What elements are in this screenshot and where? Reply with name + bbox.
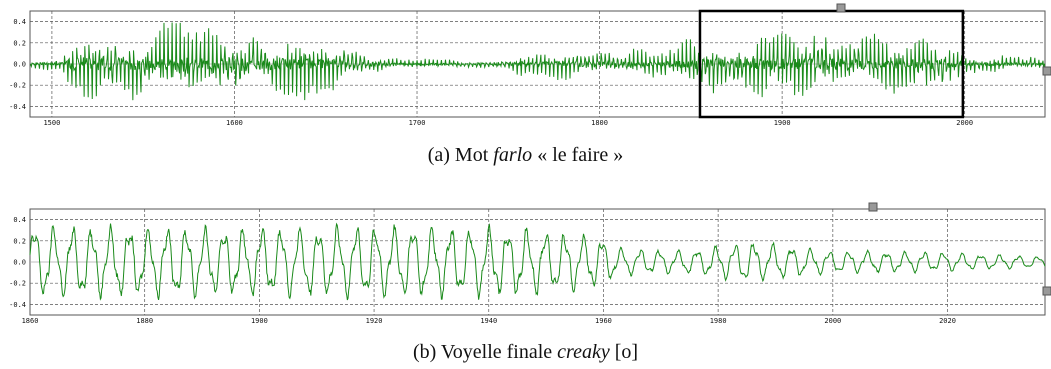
panel-b-y-tick-label: -0.2 — [9, 280, 26, 288]
panel-b-x-tick-label: 2020 — [939, 317, 956, 325]
panel-a-y-tick-label: 0.0 — [13, 61, 26, 69]
panel-b-caption: (b) Voyelle finale creaky [o] — [0, 341, 1051, 364]
panel-b-y-tick-label: 0.2 — [13, 237, 26, 245]
panel-a-y-tick-label: -0.4 — [9, 103, 26, 111]
panel-a-right-scroll-handle[interactable] — [1042, 66, 1051, 76]
panel-b-x-tick-label: 1960 — [595, 317, 612, 325]
panel-a-x-tick-label: 1500 — [43, 119, 60, 127]
panel-b-y-tick-label: -0.4 — [9, 301, 26, 309]
panel-b-x-tick-label: 1880 — [136, 317, 153, 325]
panel-b-x-axis: 1860 1880 1900 1920 1940 1960 1980 2000 2020 — [22, 317, 956, 325]
panel-b-x-tick-label: 1900 — [251, 317, 268, 325]
panel-a-y-tick-label: -0.2 — [9, 82, 26, 90]
panel-a-caption: (a) Mot farlo « le faire » — [0, 144, 1051, 167]
panel-a-x-tick-label: 1800 — [591, 119, 608, 127]
panel-b-y-axis: 0.4 0.2 0.0 -0.2 -0.4 — [9, 216, 26, 309]
panel-b-chart: 0.4 0.2 0.0 -0.2 -0.4 1860 1880 1900 1920 1940 19… — [9, 202, 1051, 325]
panel-a-x-tick-label: 1700 — [409, 119, 426, 127]
panel-b-x-tick-label: 2000 — [824, 317, 841, 325]
panel-a-x-tick-label: 1600 — [226, 119, 243, 127]
panel-b-x-tick-label: 1940 — [480, 317, 497, 325]
panel-a-top-scroll-handle[interactable] — [836, 3, 846, 13]
panel-b-waveform-line — [29, 222, 1046, 301]
panel-b-caption-italic: creaky — [557, 341, 610, 363]
panel-b-top-scroll-handle[interactable] — [868, 202, 878, 212]
panel-a-chart: 0.4 0.2 0.0 -0.2 -0.4 1500 1600 1700 1800 1900 20… — [9, 3, 1051, 127]
panel-b-y-tick-label: 0.0 — [13, 259, 26, 267]
panel-b-caption-prefix: (b) Voyelle finale — [412, 341, 558, 363]
panel-a-selection-box[interactable] — [698, 9, 965, 119]
panel-a-x-axis: 1500 1600 1700 1800 1900 2000 — [43, 119, 973, 127]
panel-b-right-scroll-handle[interactable] — [1042, 286, 1051, 296]
panel-b-y-tick-label: 0.4 — [13, 216, 26, 224]
panel-b-x-tick-label: 1860 — [22, 317, 39, 325]
panel-a-caption-italic: farlo — [493, 144, 533, 166]
panel-a-y-tick-label: 0.4 — [13, 18, 26, 26]
panel-b-x-tick-label: 1920 — [366, 317, 383, 325]
panel-a-x-tick-label: 2000 — [956, 119, 973, 127]
panel-a-waveform-line — [29, 22, 1046, 101]
panel-a-x-tick-label: 1900 — [774, 119, 791, 127]
panel-a-y-axis: 0.4 0.2 0.0 -0.2 -0.4 — [9, 18, 26, 111]
panel-a-y-tick-label: 0.2 — [13, 39, 26, 47]
panel-b-caption-suffix: [o] — [609, 341, 639, 363]
panel-b-x-tick-label: 1980 — [710, 317, 727, 325]
panel-a-caption-suffix: « le faire » — [532, 144, 624, 166]
panel-a-caption-prefix: (a) Mot — [427, 144, 494, 166]
